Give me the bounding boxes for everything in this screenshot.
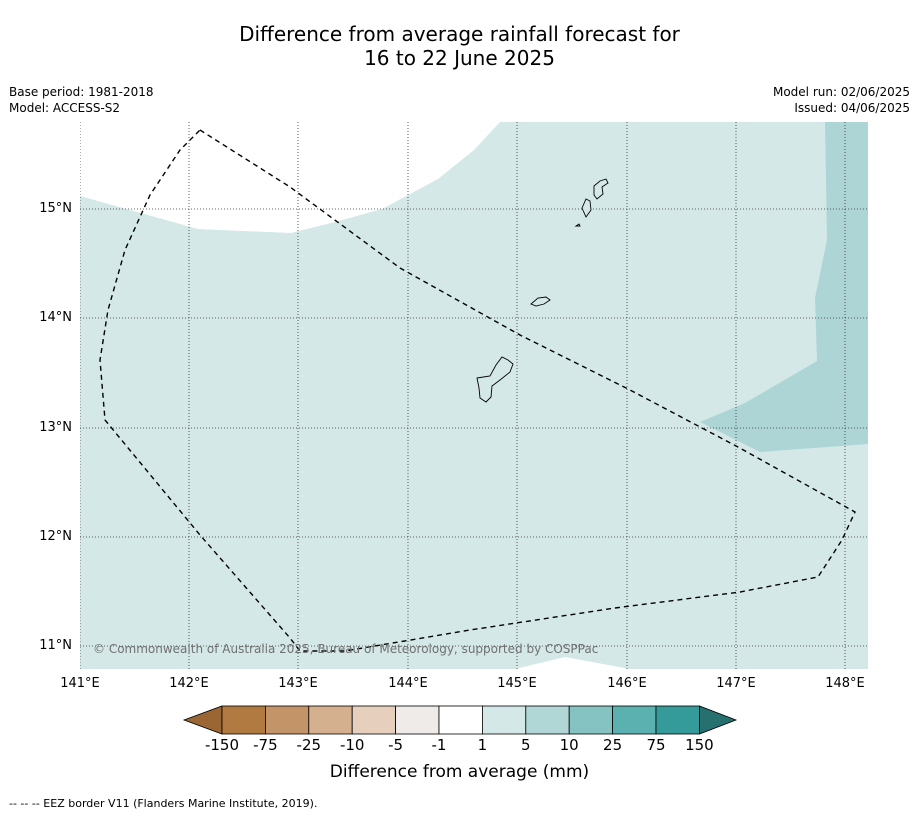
eez-border — [99, 129, 856, 652]
colorbar-tick-label: -25 — [296, 736, 322, 754]
colorbar-tick-label: -150 — [204, 736, 240, 754]
x-tick-148e: 148°E — [825, 676, 865, 691]
island-guam — [476, 356, 514, 403]
x-tick-144e: 144°E — [388, 676, 428, 691]
x-tick-145e: 145°E — [497, 676, 537, 691]
y-tick-15n: 15°N — [39, 201, 72, 216]
region-5-to-10mm — [700, 122, 868, 452]
colorbar-tick-label: -75 — [253, 736, 278, 754]
island-rota — [530, 296, 551, 307]
meta-left: Base period: 1981-2018 Model: ACCESS-S2 — [9, 84, 154, 116]
y-tick-13n: 13°N — [39, 420, 72, 435]
title-line-1: Difference from average rainfall forecas… — [239, 22, 680, 46]
colorbar-extend-low — [182, 705, 223, 735]
colorbar-bin — [438, 705, 483, 735]
colorbar-tick-label: -10 — [339, 736, 365, 754]
colorbar-bin — [264, 705, 310, 735]
eez-legend-footnote: -- -- -- EEZ border V11 (Flanders Marine… — [9, 797, 318, 810]
colorbar-tick-label: 5 — [521, 736, 531, 754]
colorbar-bin — [395, 705, 440, 735]
x-tick-142e: 142°E — [169, 676, 209, 691]
colorbar-title: Difference from average (mm) — [329, 762, 590, 782]
islands — [476, 178, 609, 403]
colorbar-bin — [221, 705, 266, 735]
colorbar-tick-label: 75 — [646, 736, 666, 754]
model-run-text: Model run: 02/06/2025 — [772, 85, 910, 99]
meta-right: Model run: 02/06/2025 Issued: 04/06/2025 — [773, 84, 910, 116]
y-tick-11n: 11°N — [39, 638, 72, 653]
base-period-text: Base period: 1981-2018 — [9, 85, 154, 99]
copyright-text: © Commonwealth of Australia 2025, Bureau… — [93, 642, 599, 656]
x-tick-147e: 147°E — [716, 676, 756, 691]
colorbar-bin — [525, 705, 570, 735]
y-tick-14n: 14°N — [39, 310, 72, 325]
colorbar-extend-high — [699, 705, 738, 735]
colorbar-tick-label: 1 — [477, 736, 488, 754]
gridlines — [80, 122, 868, 669]
colorbar — [182, 705, 738, 735]
colorbar-bin — [568, 705, 614, 735]
colorbar-bin — [481, 705, 527, 735]
colorbar-tick-label: -1 — [431, 736, 447, 754]
colorbar-bin — [351, 705, 397, 735]
colorbar-bin — [655, 705, 700, 735]
x-tick-141e: 141°E — [60, 676, 100, 691]
island-saipan — [593, 178, 609, 200]
chart-title: Difference from average rainfall forecas… — [0, 22, 919, 70]
colorbar-tick-label: 150 — [685, 736, 714, 754]
colorbar-tick-label: -5 — [388, 736, 404, 754]
model-text: Model: ACCESS-S2 — [9, 101, 121, 115]
title-line-2: 16 to 22 June 2025 — [364, 46, 555, 70]
x-tick-143e: 143°E — [278, 676, 318, 691]
issued-text: Issued: 04/06/2025 — [794, 101, 910, 115]
y-tick-12n: 12°N — [39, 529, 72, 544]
map-area — [80, 122, 868, 669]
colorbar-bin — [612, 705, 657, 735]
x-tick-146e: 146°E — [607, 676, 647, 691]
colorbar-tick-label: 10 — [559, 736, 579, 754]
region-1-to-5mm — [80, 122, 868, 669]
island-aguijan — [574, 223, 581, 227]
colorbar-bin — [308, 705, 353, 735]
island-tinian — [581, 198, 592, 218]
colorbar-tick-label: 25 — [603, 736, 623, 754]
